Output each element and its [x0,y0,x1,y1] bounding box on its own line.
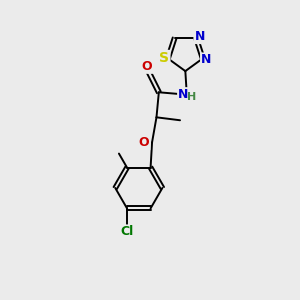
Text: O: O [139,136,149,149]
Text: N: N [178,88,188,101]
Text: N: N [194,30,205,43]
Text: O: O [142,60,152,73]
Text: Cl: Cl [120,225,134,239]
Text: S: S [159,51,170,65]
Text: N: N [201,53,211,66]
Text: H: H [188,92,197,102]
